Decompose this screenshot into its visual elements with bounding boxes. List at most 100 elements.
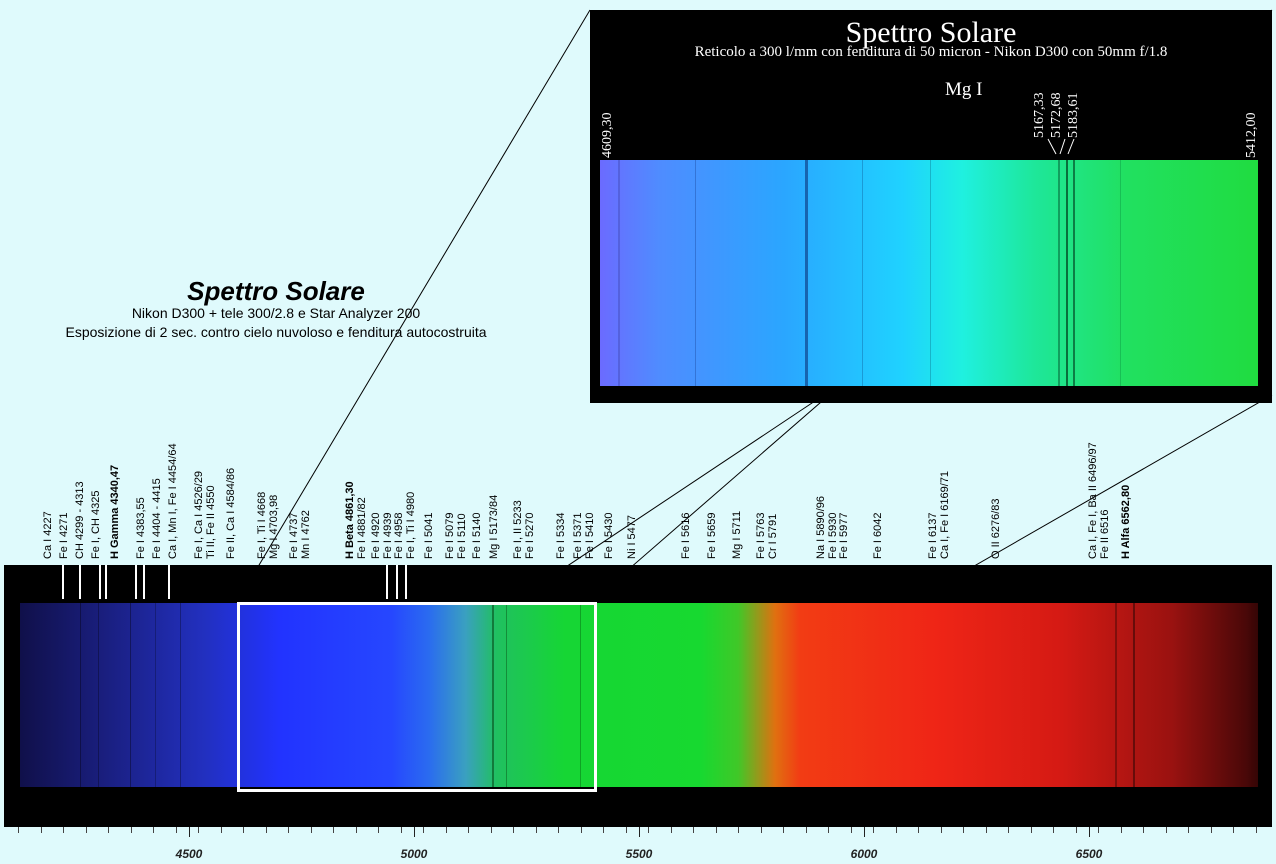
line-label: Mg I 5711 — [731, 511, 743, 559]
line-label-text: Fe I 5270 — [524, 512, 536, 559]
axis-tick — [535, 827, 537, 833]
axis-tick — [760, 827, 762, 833]
axis-tick — [445, 827, 447, 833]
line-label: Fe I 5977 — [838, 513, 850, 559]
axis-tick — [940, 827, 942, 833]
line-marker — [168, 565, 170, 599]
zoom-absorption-line — [618, 160, 620, 386]
line-label-text: Fe I 5430 — [603, 512, 615, 559]
line-label-text: Fe I 5371 — [572, 512, 584, 559]
axis-tick — [603, 827, 604, 833]
line-label-text: Fe I, II 5233 — [512, 500, 524, 559]
axis-tick — [265, 827, 267, 833]
line-label: Fe I 5140 — [471, 513, 483, 559]
line-label: H Gamma 4340,47 — [109, 465, 121, 559]
line-label-text: Fe II, Ca I 4584/86 — [225, 467, 237, 559]
axis-tick — [873, 827, 874, 833]
absorption-line — [1133, 603, 1135, 787]
axis-tick — [1075, 827, 1077, 833]
line-label-text: Fe I 4404 - 4415 — [151, 478, 163, 559]
zoom-selection-box — [237, 602, 597, 792]
line-label: O II 6276/83 — [990, 498, 1002, 559]
axis-tick — [490, 827, 492, 833]
axis-tick — [130, 827, 132, 833]
axis-tick — [1255, 827, 1257, 833]
line-label: Fe I 5616 — [680, 513, 692, 559]
line-label: Fe I 5334 — [555, 513, 567, 559]
axis-tick — [1030, 827, 1032, 833]
axis-tick — [985, 827, 987, 833]
line-marker — [99, 565, 101, 599]
axis-major-tick — [639, 827, 640, 837]
line-label-text: Fe I 5659 — [706, 512, 718, 559]
axis-tick — [1143, 827, 1144, 833]
axis-tick — [805, 827, 807, 833]
axis-tick — [1053, 827, 1054, 833]
zoom-absorption-line — [1066, 160, 1068, 386]
axis-tick-label: 4500 — [175, 847, 203, 861]
zoom-spectrum — [600, 160, 1258, 386]
line-label-text: H Gamma 4340,47 — [109, 464, 121, 559]
line-label-text: Ca I, Mn I, Fe I 4454/64 — [167, 443, 179, 559]
line-label-text: Fe I, Ti I 4668 — [256, 491, 268, 559]
line-label-text: Ca I 4227 — [42, 511, 54, 559]
line-label: CH 4299 - 4313 — [74, 481, 86, 559]
main-subtitle-1: Nikon D300 + tele 300/2.8 e Star Analyze… — [131, 305, 421, 321]
axis-tick — [783, 827, 784, 833]
line-label: Fe I 5041 — [423, 513, 435, 559]
zoom-mg-pointers — [1047, 138, 1075, 155]
line-label-text: Fe I 6137 — [927, 512, 939, 559]
line-label: Fe I 5659 — [706, 513, 718, 559]
line-marker — [105, 565, 107, 599]
line-label: Fe I, Ti I 4668 Mg I 4703,98 — [256, 492, 280, 559]
line-label: Ca I, Fe I, Ba II 6496/97 Fe II 6516 — [1087, 442, 1111, 559]
line-label-text: Mn I 4762 — [300, 510, 312, 559]
axis-tick — [715, 827, 717, 833]
line-label-text: Mg I 5711 — [731, 510, 743, 559]
axis-tick — [333, 827, 334, 833]
axis-tick — [198, 827, 199, 833]
axis-major-tick — [414, 827, 415, 837]
line-label-text: CH 4299 - 4313 — [74, 481, 86, 559]
line-label-text: Ti II, Fe II 4550 — [205, 485, 217, 559]
axis-tick — [1098, 827, 1099, 833]
line-label: Fe I 5430 — [603, 513, 615, 559]
line-label: Fe I 4958 Fe I, Ti I 4980 — [393, 492, 417, 559]
zoom-absorption-line — [1073, 160, 1075, 386]
axis-tick-label: 5000 — [400, 847, 428, 861]
line-label: Mg I 5173/84 — [488, 495, 500, 559]
line-label-text: Fe I, Ti I 4980 — [405, 491, 417, 559]
axis-tick — [85, 827, 87, 833]
axis-tick — [513, 827, 514, 833]
axis-tick — [1120, 827, 1122, 833]
axis-tick — [693, 827, 694, 833]
line-label-text: Cr I 5791 — [767, 513, 779, 559]
line-marker — [62, 565, 64, 599]
line-label: H Alfa 6562,80 — [1120, 485, 1132, 559]
line-marker — [79, 565, 81, 599]
main-subtitle-2: Esposizione di 2 sec. contro cielo nuvol… — [65, 324, 487, 340]
line-label-text: Fe I 5410 — [584, 512, 596, 559]
line-label-text: Fe I 5616 — [680, 512, 692, 559]
axis-tick — [648, 827, 649, 833]
line-marker — [396, 565, 398, 599]
line-label-text: Ca I, Fe I 6169/71 — [939, 470, 951, 559]
line-label: Ni I 5477 — [626, 515, 638, 559]
axis-tick — [310, 827, 312, 833]
line-marker — [143, 565, 145, 599]
axis-tick — [625, 827, 627, 833]
line-label-text: Fe I 4271 — [58, 512, 70, 559]
line-label-text: Fe I 4383,55 — [135, 497, 147, 559]
line-label: Fe I 4404 - 4415 — [151, 478, 163, 559]
axis-tick — [288, 827, 289, 833]
line-label: Fe I, II 5233 Fe I 5270 — [512, 500, 536, 559]
line-label: Fe I 4737 Mn I 4762 — [288, 510, 312, 559]
line-label-text: O II 6276/83 — [990, 498, 1002, 559]
wavelength-axis: 4500 5000 5500 6000 6500 — [4, 827, 1272, 864]
axis-tick — [1233, 827, 1234, 833]
zoom-absorption-line — [862, 160, 863, 386]
line-label-text: Mg I 4703,98 — [268, 494, 280, 559]
axis-tick — [963, 827, 964, 833]
line-label: Na I 5890/96 Fe I 5930 — [815, 496, 839, 559]
axis-tick — [895, 827, 897, 833]
